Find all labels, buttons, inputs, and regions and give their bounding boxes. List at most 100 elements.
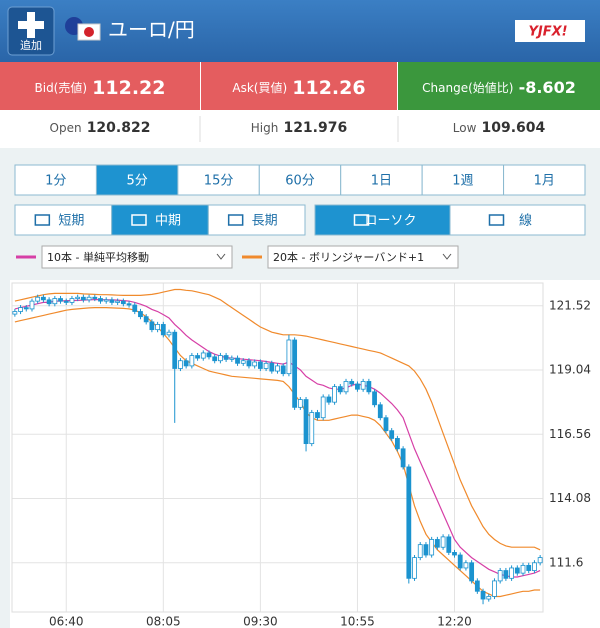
currency-flags xyxy=(65,17,101,41)
candle-body xyxy=(75,296,81,299)
candle-body xyxy=(166,331,172,336)
tab-button[interactable]: 15分 xyxy=(177,164,260,196)
candle-body xyxy=(474,580,480,592)
candle-body xyxy=(509,567,514,579)
button-label: 5分 xyxy=(127,174,148,189)
legend-select[interactable]: 10本 - 単純平均移動 xyxy=(41,245,233,269)
candle-body xyxy=(275,365,280,372)
tab-button[interactable]: 1日 xyxy=(340,164,423,196)
candle-body xyxy=(412,557,417,579)
y-tick-label: 116.56 xyxy=(549,427,591,441)
chart: 111.6 114.08 116.56 119.04 121.52 06:40 08:05 0… xyxy=(11,282,591,628)
x-tick-label: 12:20 xyxy=(437,615,472,628)
high-label: High xyxy=(251,121,279,135)
button-label: 1週 xyxy=(452,174,473,189)
candle-body xyxy=(526,564,532,571)
candle-body xyxy=(469,562,475,582)
tab-button[interactable]: 短期 xyxy=(14,204,113,236)
candle-body xyxy=(343,381,349,393)
candle-body xyxy=(537,557,543,564)
tab-button[interactable]: 長期 xyxy=(207,204,306,236)
pair-title: ユーロ/円 xyxy=(108,18,195,42)
candle-body xyxy=(12,311,18,315)
ask-panel xyxy=(201,62,397,110)
candle-body xyxy=(115,300,121,303)
candle-body xyxy=(46,299,52,305)
candle-body xyxy=(240,360,246,364)
candle-body xyxy=(452,552,457,556)
candle-body xyxy=(406,466,412,579)
candle-body xyxy=(235,357,240,364)
candle-body xyxy=(366,381,372,393)
button-label: 長期 xyxy=(252,214,278,229)
button-bg xyxy=(449,204,586,236)
candle-body xyxy=(52,298,58,305)
candle-body xyxy=(189,355,195,367)
button-bg xyxy=(503,164,586,196)
tab-button[interactable]: 1月 xyxy=(503,164,586,196)
tab-button[interactable]: 1分 xyxy=(14,164,97,196)
select-arrow xyxy=(216,253,226,260)
legend-select[interactable]: 20本 - ボリンジャーバンド+1 xyxy=(267,245,459,269)
bid-panel xyxy=(0,62,200,110)
x-tick-label: 08:05 xyxy=(146,615,181,628)
candle-body xyxy=(297,399,303,408)
candle-body xyxy=(309,412,315,445)
candle-body xyxy=(263,362,269,369)
candle-body xyxy=(395,438,400,450)
candle-body xyxy=(98,298,103,302)
low-label: Low xyxy=(453,121,477,135)
tab-button[interactable]: 1週 xyxy=(421,164,505,196)
bid-value: 112.22 xyxy=(92,77,165,99)
button-label: ローソク xyxy=(364,214,416,229)
candle-body xyxy=(389,430,395,439)
button-label: 60分 xyxy=(285,174,315,189)
candle-body xyxy=(58,298,63,302)
x-tick-label: 10:55 xyxy=(340,615,375,628)
legend-label: 20本 - ボリンジャーバンド+1 xyxy=(273,250,424,264)
add-button[interactable]: 追加 xyxy=(7,6,55,56)
tab-button[interactable]: 線 xyxy=(449,204,586,236)
tab-button[interactable]: 中期 xyxy=(111,204,209,236)
candle-body xyxy=(463,562,469,569)
button-label: 15分 xyxy=(204,174,234,189)
ask-label: Ask(買値) xyxy=(232,80,287,95)
candle-body xyxy=(292,339,298,408)
high-value: 121.976 xyxy=(283,120,347,136)
candle-body xyxy=(149,321,155,331)
open: Open 120.822 xyxy=(50,118,151,137)
candle-body xyxy=(35,296,41,302)
candle-body xyxy=(138,311,143,318)
candle-body xyxy=(532,562,537,571)
change-panel xyxy=(398,62,600,110)
open-label: Open xyxy=(50,121,82,135)
bid: Bid(売値) 112.22 xyxy=(35,77,166,99)
indicator-line xyxy=(14,288,541,551)
candle-body xyxy=(212,356,218,362)
candle-body xyxy=(132,304,138,312)
candle-body xyxy=(69,298,75,303)
candle-body xyxy=(349,381,355,385)
candle-body xyxy=(63,300,69,303)
candle-body xyxy=(126,303,132,306)
tab-button[interactable]: 60分 xyxy=(258,164,342,196)
candle-body xyxy=(120,300,126,305)
tab-button[interactable]: ローソク xyxy=(314,204,451,236)
candle-body xyxy=(377,404,383,419)
candle-body xyxy=(332,386,337,403)
candle-body xyxy=(383,417,389,432)
button-label: 短期 xyxy=(58,214,84,229)
tab-button[interactable]: 5分 xyxy=(95,164,179,196)
button-icon xyxy=(488,214,505,226)
candle-body xyxy=(200,352,206,359)
candle-body xyxy=(195,355,200,359)
select-box xyxy=(267,245,459,269)
candle-body xyxy=(172,331,178,369)
button-bg xyxy=(207,204,306,236)
button-label: 1月 xyxy=(534,174,555,189)
candle-body xyxy=(155,324,160,331)
candle-body xyxy=(29,300,35,310)
change-label: Change(始値比) xyxy=(422,80,513,95)
open-value: 120.822 xyxy=(87,120,151,136)
